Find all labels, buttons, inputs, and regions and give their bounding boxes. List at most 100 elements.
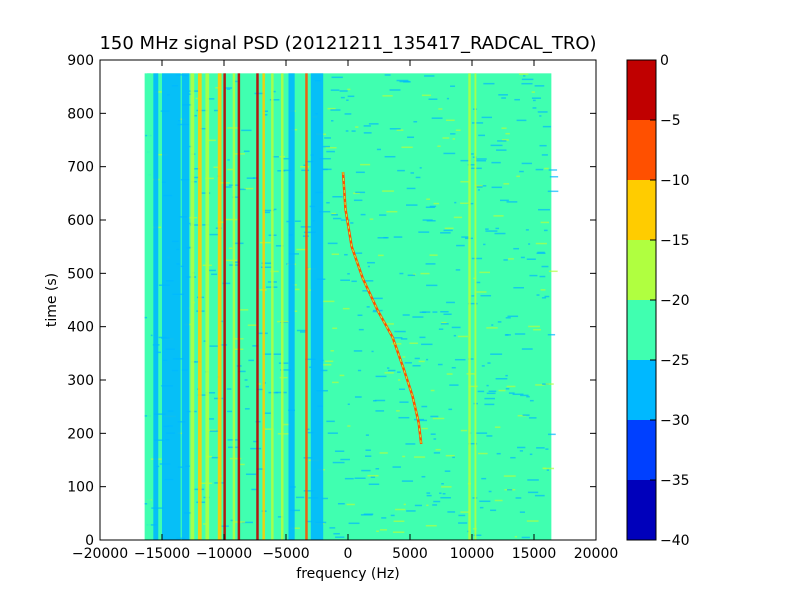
heatmap-noise (344, 253, 348, 256)
heatmap-noise (357, 369, 362, 372)
heatmap-noise (409, 342, 418, 344)
heatmap-noise (205, 177, 214, 180)
heatmap-noise (421, 94, 431, 97)
heatmap-noise (479, 500, 491, 503)
heatmap-noise (225, 186, 232, 188)
heatmap-noise (369, 218, 374, 220)
heatmap-noise (529, 453, 533, 456)
heatmap-noise (238, 309, 249, 311)
y-tick-label: 400 (67, 320, 94, 336)
heatmap-noise (325, 146, 337, 149)
heatmap-noise (353, 199, 363, 202)
heatmap-noise (468, 442, 478, 445)
heatmap-noise (301, 169, 310, 172)
heatmap-noise (547, 433, 556, 436)
heatmap-noise (395, 508, 406, 511)
y-tick-label: 800 (67, 106, 94, 122)
heatmap-noise (283, 169, 292, 172)
heatmap-noise (226, 259, 238, 262)
heatmap-noise (353, 350, 363, 352)
heatmap-noise (393, 236, 403, 238)
heatmap-noise (402, 356, 406, 358)
heatmap-noise (505, 374, 508, 377)
heatmap-noise (243, 150, 250, 153)
heatmap-noise (354, 477, 366, 479)
heatmap-noise (414, 357, 420, 360)
heatmap-noise (547, 333, 556, 336)
heatmap-noise (433, 202, 440, 205)
heatmap-noise (451, 366, 456, 369)
heatmap-noise (512, 393, 524, 396)
heatmap-noise (367, 265, 370, 268)
heatmap-noise (279, 376, 288, 379)
heatmap-noise (413, 456, 426, 458)
heatmap-noise (458, 522, 468, 524)
heatmap-noise (368, 123, 379, 125)
heatmap-noise (273, 208, 277, 211)
heatmap-noise (412, 364, 421, 367)
heatmap-noise (421, 405, 428, 408)
heatmap-noise (376, 530, 379, 533)
heatmap-noise (327, 107, 336, 110)
heatmap-noise (331, 253, 339, 255)
heatmap-noise (514, 98, 520, 101)
heatmap-noise (471, 295, 475, 297)
heatmap-noise (447, 511, 456, 513)
heatmap-noise (319, 157, 331, 160)
heatmap-noise (508, 392, 515, 394)
heatmap-noise (290, 527, 300, 529)
heatmap-noise (471, 153, 474, 155)
heatmap-noise (516, 175, 520, 178)
heatmap-noise (486, 392, 496, 395)
heatmap-noise (232, 261, 240, 263)
heatmap-noise (538, 208, 550, 211)
heatmap-noise (244, 408, 250, 410)
colorbar-ticks: −40 −35 −30 −25 −20 −15 −10 −5 0 (650, 53, 690, 549)
heatmap-noise (425, 263, 436, 265)
heatmap-noise (342, 307, 350, 310)
heatmap-noise (501, 127, 507, 129)
heatmap-noise (486, 327, 498, 329)
heatmap-noise (326, 420, 335, 423)
heatmap-noise (493, 215, 504, 217)
heatmap-noise (153, 413, 166, 415)
frequency-band (305, 73, 308, 540)
heatmap-noise (426, 284, 438, 287)
colorbar-segment (627, 480, 656, 540)
heatmap-noise (406, 204, 418, 206)
heatmap-noise (468, 385, 478, 388)
heatmap-noise (514, 333, 526, 335)
heatmap-noise (425, 206, 435, 209)
heatmap-noise (264, 211, 270, 214)
y-axis-label: time (s) (44, 273, 60, 327)
heatmap-noise (238, 370, 246, 373)
colorbar-tick-label: −40 (660, 533, 690, 549)
heatmap-noise (514, 535, 518, 538)
heatmap-noise (506, 488, 513, 491)
heatmap-noise (339, 90, 348, 92)
heatmap-noise (460, 511, 469, 513)
heatmap-noise (449, 384, 459, 386)
heatmap-noise (548, 169, 558, 171)
heatmap-noise (283, 423, 291, 426)
x-tick-label: 5000 (392, 546, 428, 562)
heatmap-noise (505, 388, 510, 390)
heatmap-noise (539, 115, 542, 117)
heatmap-noise (320, 369, 328, 372)
colorbar-tick-label: −30 (660, 413, 690, 429)
heatmap-noise (526, 258, 536, 260)
heatmap-noise (399, 272, 404, 275)
heatmap-noise (208, 418, 215, 420)
heatmap-noise (332, 381, 339, 384)
heatmap-noise (340, 458, 350, 461)
heatmap-noise (333, 217, 342, 220)
heatmap-noise (361, 469, 371, 472)
heatmap-noise (418, 360, 425, 363)
heatmap-noise (346, 99, 349, 101)
colorbar-tick-label: −5 (660, 113, 681, 129)
heatmap-noise (374, 399, 386, 402)
y-tick-label: 200 (67, 426, 94, 442)
heatmap-noise (225, 218, 238, 221)
heatmap-noise (495, 227, 500, 230)
heatmap-noise (208, 429, 217, 432)
